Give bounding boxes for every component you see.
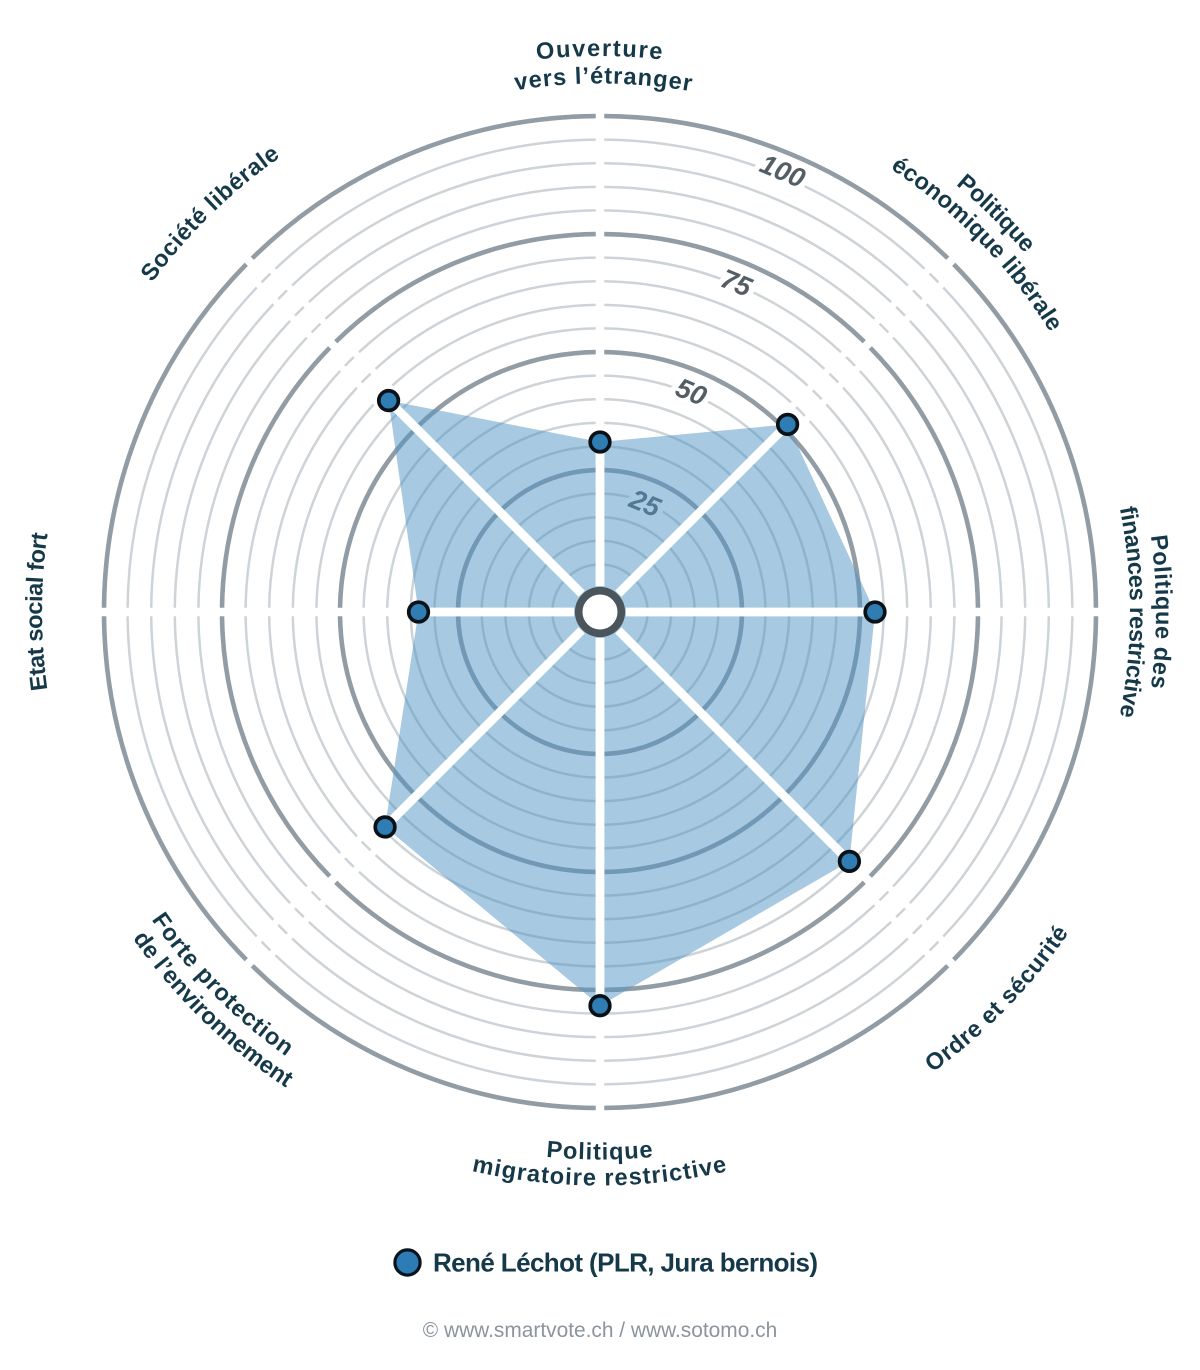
svg-text:René Léchot (PLR, Jura bernois: René Léchot (PLR, Jura bernois) bbox=[433, 1248, 817, 1278]
svg-text:© www.smartvote.ch / www.sotom: © www.smartvote.ch / www.sotomo.ch bbox=[423, 1319, 777, 1342]
svg-text:Ouverture: Ouverture bbox=[535, 36, 665, 66]
svg-text:Politique: Politique bbox=[546, 1137, 655, 1166]
